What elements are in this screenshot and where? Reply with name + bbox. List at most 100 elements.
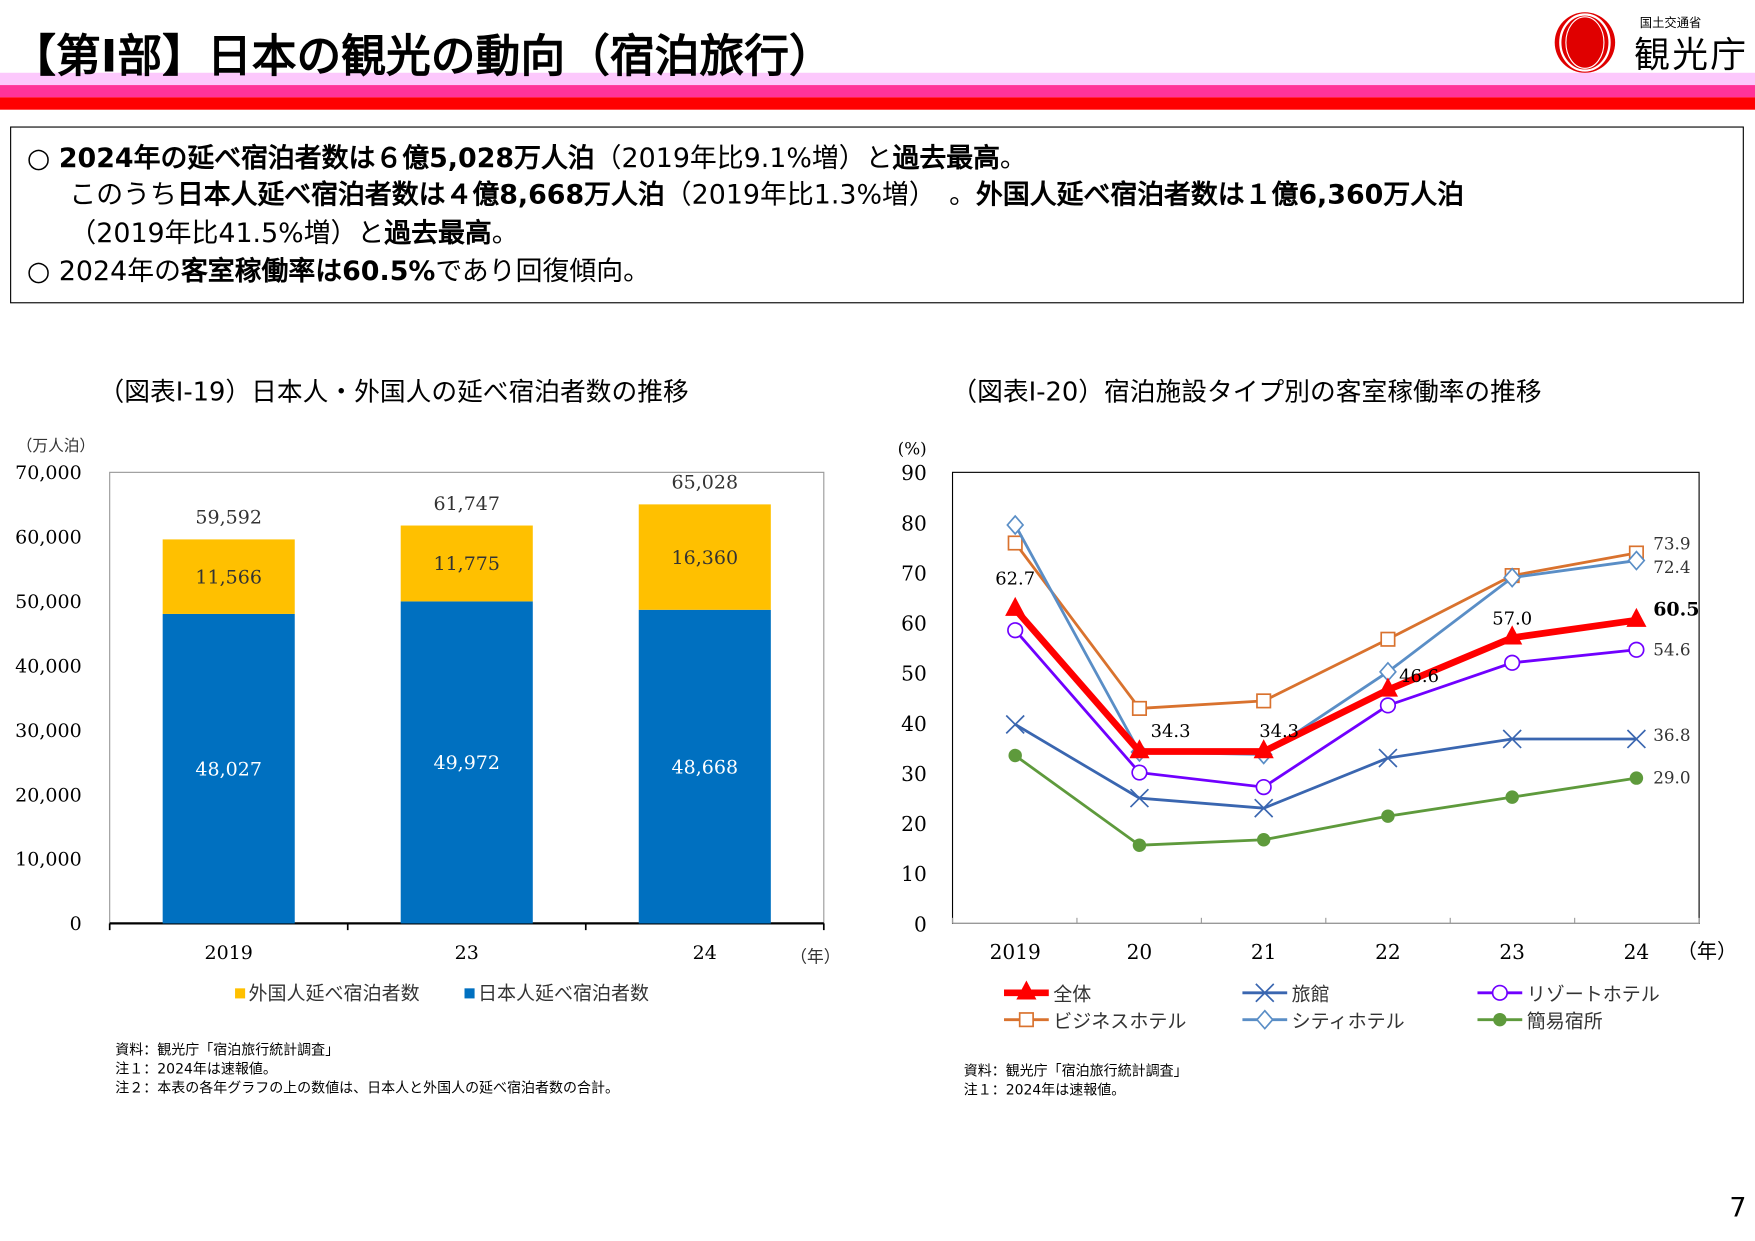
data-label-foreign: 11,775 [433,553,500,575]
note-source: 資料：観光庁「宿泊旅行統計調査」 [963,1062,1188,1080]
data-label: 36.8 [1653,725,1690,745]
data-label-japanese: 49,972 [433,752,500,774]
summary-line-3: （2019年比41.5%増）と過去最高。 [69,210,518,249]
data-point-diamond [1006,514,1025,536]
line-chart-notes: 資料：観光庁「宿泊旅行統計調査」 注１：2024年は速報値。 [964,1061,1188,1099]
series-line-x [1014,723,1637,810]
legend-marker [1255,1009,1274,1030]
summary-line-2: このうち日本人延べ宿泊者数は４億8,668万人泊（2019年比1.3%増） 。外… [69,172,1464,211]
bar-chart-title: （図表Ⅰ-19）日本人・外国人の延べ宿泊者数の推移 [98,378,689,408]
y-tick-label: 90 [901,461,927,485]
x-tick-label: 23 [455,942,479,964]
data-label-total: 59,592 [195,507,262,529]
legend-marker [1018,1012,1034,1028]
y-tick-label: 60,000 [15,527,82,549]
data-point-square [1256,693,1272,709]
data-point-dot [1008,748,1022,763]
data-label-total: 61,747 [433,493,500,515]
summary-line-1: ○ 2024年の延べ宿泊者数は６億5,028万人泊（2019年比9.1%増）と過… [27,135,1027,174]
header-band-light-pink [0,72,1755,86]
data-point-circle [1628,641,1645,658]
bar-foreign [162,539,295,614]
legend-label: 外国人延べ宿泊者数 [248,983,419,1005]
data-point-x [1378,748,1398,768]
data-point-triangle [1005,596,1026,616]
legend-swatch [235,988,246,999]
data-point-diamond [1627,550,1646,571]
plot-area [951,471,1700,924]
x-tick-label: 2019 [990,940,1041,964]
x-tick-label: 20 [1127,940,1153,964]
bar-foreign [638,504,771,610]
data-label: 34.3 [1151,721,1191,742]
note-1: 注１：2024年は速報値。 [115,1059,277,1077]
data-point-square [1380,631,1396,647]
data-label-foreign: 11,566 [195,566,262,588]
bar-chart: （万人泊） 0 10,000 20,000 30,000 40,000 50,000 60,0… [15,436,840,1005]
summary-emphasis: 日本人延べ宿泊者数は４億8,668万人泊 [176,179,665,211]
summary-emphasis: 2024年の延べ宿泊者数は６億5,028万人泊 [58,142,595,174]
summary-emphasis: 過去最高 [384,217,492,249]
summary-emphasis: 過去最高 [892,142,1000,174]
series-line-triangle [1012,606,1637,755]
data-point-square [1131,700,1148,716]
data-point-circle [1131,764,1148,781]
summary-emphasis: 外国人延べ宿泊者数は１億6,360万人泊 [976,179,1464,211]
data-point-x [1129,788,1149,808]
legend-label: 全体 [1053,984,1091,1006]
data-label-japanese: 48,027 [195,758,262,780]
line-chart: (%) 0 10 20 30 40 50 60 70 80 90 2019 20 21 22 23 24 （年） 6… [898,438,1737,1033]
x-tick-label: 2019 [205,942,253,964]
legend-label: 日本人延べ宿泊者数 [478,983,649,1005]
logo-agency-text: 観光庁 [1634,33,1749,77]
data-point-x [1626,729,1646,749]
y-tick-label: 40 [901,712,927,736]
legend-marker [1491,984,1508,1001]
summary-box [10,126,1744,304]
y-tick-label: 10 [901,862,927,886]
agency-logo-icon [1554,12,1616,73]
data-point-square [1007,535,1023,551]
data-point-dot [1629,771,1644,785]
y-tick-label: 80 [901,511,927,535]
summary-text: ○ 2024年の [26,255,181,287]
x-tick-label: 24 [1624,940,1650,964]
data-point-triangle [1377,677,1399,697]
bar-japanese [638,609,771,924]
data-point-circle [1379,697,1397,714]
data-point-dot [1256,833,1271,847]
data-point-diamond [1503,567,1522,588]
y-tick-label: 30,000 [15,720,82,742]
y-tick-label: 20,000 [15,784,82,806]
data-label: 60.5 [1653,599,1699,621]
y-axis-unit: （万人泊） [17,436,95,455]
data-point-triangle [1626,607,1647,627]
bar-japanese [162,613,295,924]
data-point-circle [1255,778,1272,796]
data-label-foreign: 16,360 [672,547,739,569]
data-point-x [1502,729,1522,749]
data-point-x [1254,798,1274,818]
summary-text: （2019年比41.5%増）と [69,217,385,249]
legend-marker [1016,980,1037,1000]
data-point-circle [1504,654,1521,671]
data-point-triangle [1253,739,1274,759]
data-point-dot [1132,838,1147,852]
legend-label: 旅館 [1292,984,1330,1006]
legend-marker [1493,1012,1507,1027]
summary-emphasis: 客室稼働率は60.5% [180,255,436,287]
series-line-diamond [1013,524,1637,756]
note-2: 注２：本表の各年グラフの上の数値は、日本人と外国人の延べ宿泊者数の合計。 [115,1079,619,1096]
series-line-dot [1014,754,1637,847]
y-tick-label: 0 [70,913,82,935]
x-tick-label: 21 [1251,940,1277,964]
x-axis-unit: （年） [790,947,840,967]
data-point-dot [1505,790,1519,804]
summary-text: 。 [491,217,519,249]
series-line-circle [1014,629,1637,789]
header-band-red [0,97,1755,110]
line-chart-title: （図表Ⅰ-20）宿泊施設タイプ別の客室稼働率の推移 [951,378,1542,408]
legend-label: 簡易宿所 [1527,1011,1603,1033]
logo-ministry-text: 国土交通省 [1639,15,1702,31]
